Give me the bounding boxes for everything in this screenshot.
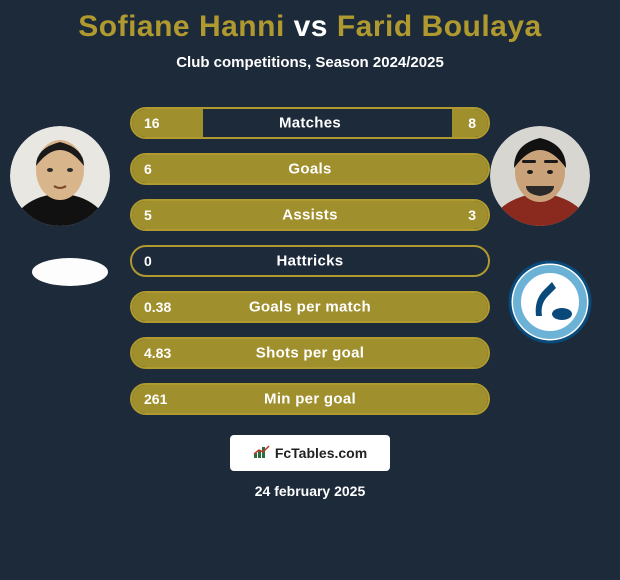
footer-date: 24 february 2025 — [255, 483, 366, 499]
stat-value-left: 6 — [144, 161, 152, 177]
stat-value-left: 0.38 — [144, 299, 171, 315]
stat-label: Goals per match — [132, 299, 488, 316]
player1-photo — [10, 126, 110, 226]
stat-row: Matches16 8 — [130, 107, 490, 139]
stat-value-right: 3 — [468, 207, 476, 223]
stat-value-left: 261 — [144, 391, 167, 407]
stat-value-right: 8 — [468, 115, 476, 131]
stat-value-left: 4.83 — [144, 345, 171, 361]
stat-label: Hattricks — [132, 253, 488, 270]
stat-value-left: 16 — [144, 115, 160, 131]
subtitle: Club competitions, Season 2024/2025 — [176, 54, 444, 71]
stat-row: Hattricks0 — [130, 245, 490, 277]
stat-row: Assists5 3 — [130, 199, 490, 231]
stat-label: Assists — [132, 207, 488, 224]
stat-row: Goals per match0.38 — [130, 291, 490, 323]
player2-club-logo — [508, 260, 592, 344]
player2-photo — [490, 126, 590, 226]
player2-name: Farid Boulaya — [337, 10, 542, 43]
brand-logo: FcTables.com — [230, 435, 390, 471]
stats-table: Matches16 8 Goals6 Assists5 3 Hattricks0 Goals… — [130, 107, 490, 415]
player1-name: Sofiane Hanni — [78, 10, 285, 43]
chart-icon — [253, 445, 271, 462]
stat-label: Goals — [132, 161, 488, 178]
stat-label: Matches — [132, 115, 488, 132]
comparison-title: Sofiane Hanni vs Farid Boulaya — [78, 10, 541, 44]
stat-label: Shots per goal — [132, 345, 488, 362]
stat-label: Min per goal — [132, 391, 488, 408]
stat-row: Min per goal261 — [130, 383, 490, 415]
stat-row: Goals6 — [130, 153, 490, 185]
stat-value-left: 5 — [144, 207, 152, 223]
brand-text: FcTables.com — [275, 445, 367, 461]
stat-value-left: 0 — [144, 253, 152, 269]
vs-text: vs — [294, 10, 328, 43]
player1-club-logo — [30, 252, 110, 292]
stat-row: Shots per goal4.83 — [130, 337, 490, 369]
